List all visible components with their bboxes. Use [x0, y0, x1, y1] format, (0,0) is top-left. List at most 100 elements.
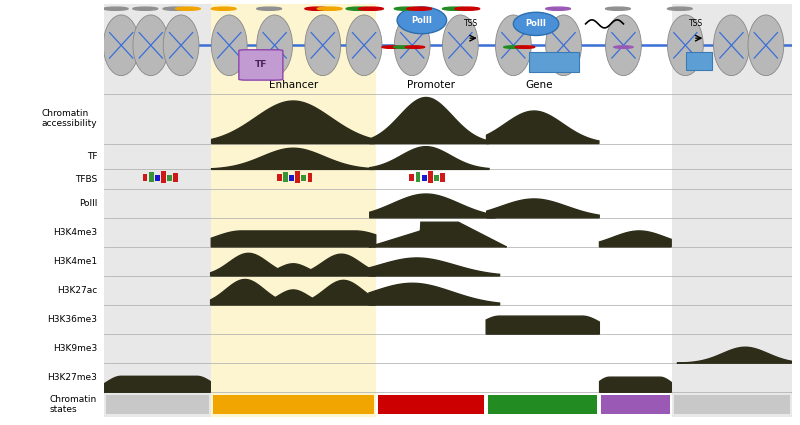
Bar — [672, 334, 792, 363]
Text: PolII: PolII — [411, 16, 432, 25]
Bar — [486, 247, 599, 276]
Bar — [599, 144, 671, 170]
Polygon shape — [369, 283, 499, 305]
Circle shape — [606, 7, 630, 10]
Text: TF: TF — [86, 152, 97, 161]
Bar — [486, 392, 599, 416]
Bar — [210, 4, 376, 94]
Text: H3K36me3: H3K36me3 — [47, 315, 97, 324]
Bar — [599, 218, 671, 247]
Text: H3K27ac: H3K27ac — [57, 286, 97, 295]
Polygon shape — [369, 258, 499, 276]
Circle shape — [382, 46, 402, 48]
Polygon shape — [599, 231, 671, 247]
Bar — [486, 334, 599, 363]
Bar — [210, 94, 376, 144]
Bar — [486, 363, 599, 392]
Bar — [599, 170, 671, 189]
Text: Enhancer: Enhancer — [269, 80, 318, 90]
Ellipse shape — [546, 15, 582, 76]
Bar — [210, 189, 376, 218]
Circle shape — [504, 46, 523, 48]
Polygon shape — [486, 199, 599, 218]
Bar — [376, 94, 486, 144]
Bar — [672, 4, 792, 94]
Bar — [210, 392, 376, 416]
Bar — [486, 170, 599, 189]
Bar — [104, 392, 210, 416]
Bar — [104, 363, 210, 392]
Polygon shape — [599, 377, 671, 392]
Circle shape — [455, 7, 480, 10]
Circle shape — [406, 46, 425, 48]
Bar — [686, 52, 712, 70]
Bar — [422, 176, 426, 181]
Circle shape — [614, 46, 633, 48]
Bar — [376, 170, 486, 189]
Circle shape — [394, 7, 419, 10]
Polygon shape — [210, 280, 376, 305]
Polygon shape — [211, 231, 376, 247]
Bar — [599, 363, 671, 392]
Bar — [378, 395, 484, 414]
Bar — [149, 172, 154, 182]
Bar — [174, 173, 178, 182]
Bar — [599, 247, 671, 276]
Circle shape — [358, 7, 383, 10]
Ellipse shape — [305, 15, 341, 76]
Bar — [104, 144, 210, 170]
Bar — [104, 276, 210, 305]
Bar — [672, 305, 792, 334]
Bar — [486, 4, 599, 94]
Bar — [488, 395, 598, 414]
Ellipse shape — [495, 15, 531, 76]
Bar — [104, 170, 210, 189]
Bar — [599, 276, 671, 305]
Ellipse shape — [211, 15, 247, 76]
Circle shape — [346, 7, 371, 10]
FancyBboxPatch shape — [239, 50, 283, 80]
Ellipse shape — [442, 15, 478, 76]
Text: TSS: TSS — [464, 19, 478, 28]
Circle shape — [394, 46, 413, 48]
Bar — [210, 170, 376, 189]
Circle shape — [257, 7, 282, 10]
Bar — [486, 218, 599, 247]
Bar — [672, 276, 792, 305]
Text: TSS: TSS — [690, 19, 703, 28]
Bar — [376, 334, 486, 363]
Bar — [599, 4, 671, 94]
Bar — [283, 172, 288, 182]
Bar — [106, 395, 209, 414]
Ellipse shape — [163, 15, 199, 76]
Circle shape — [133, 7, 158, 10]
Bar — [210, 218, 376, 247]
Circle shape — [515, 46, 534, 48]
Bar — [529, 52, 578, 72]
Text: H3K9me3: H3K9me3 — [53, 344, 97, 353]
Ellipse shape — [606, 15, 642, 76]
Ellipse shape — [514, 12, 558, 36]
Bar — [672, 218, 792, 247]
Bar — [428, 171, 433, 183]
Bar — [672, 392, 792, 416]
Text: Promoter: Promoter — [407, 80, 454, 90]
Bar — [672, 144, 792, 170]
Bar — [376, 305, 486, 334]
Bar — [672, 247, 792, 276]
Circle shape — [667, 7, 692, 10]
Bar — [302, 175, 306, 181]
Bar — [602, 395, 670, 414]
Bar — [376, 392, 486, 416]
Bar — [104, 305, 210, 334]
Bar — [104, 189, 210, 218]
Bar — [210, 247, 376, 276]
Text: Gene: Gene — [525, 80, 553, 90]
Bar — [486, 189, 599, 218]
Bar — [104, 334, 210, 363]
Bar — [295, 171, 300, 183]
Bar — [376, 4, 486, 94]
Text: PolII: PolII — [526, 20, 546, 28]
Text: PolII: PolII — [78, 199, 97, 208]
Bar — [277, 174, 282, 181]
